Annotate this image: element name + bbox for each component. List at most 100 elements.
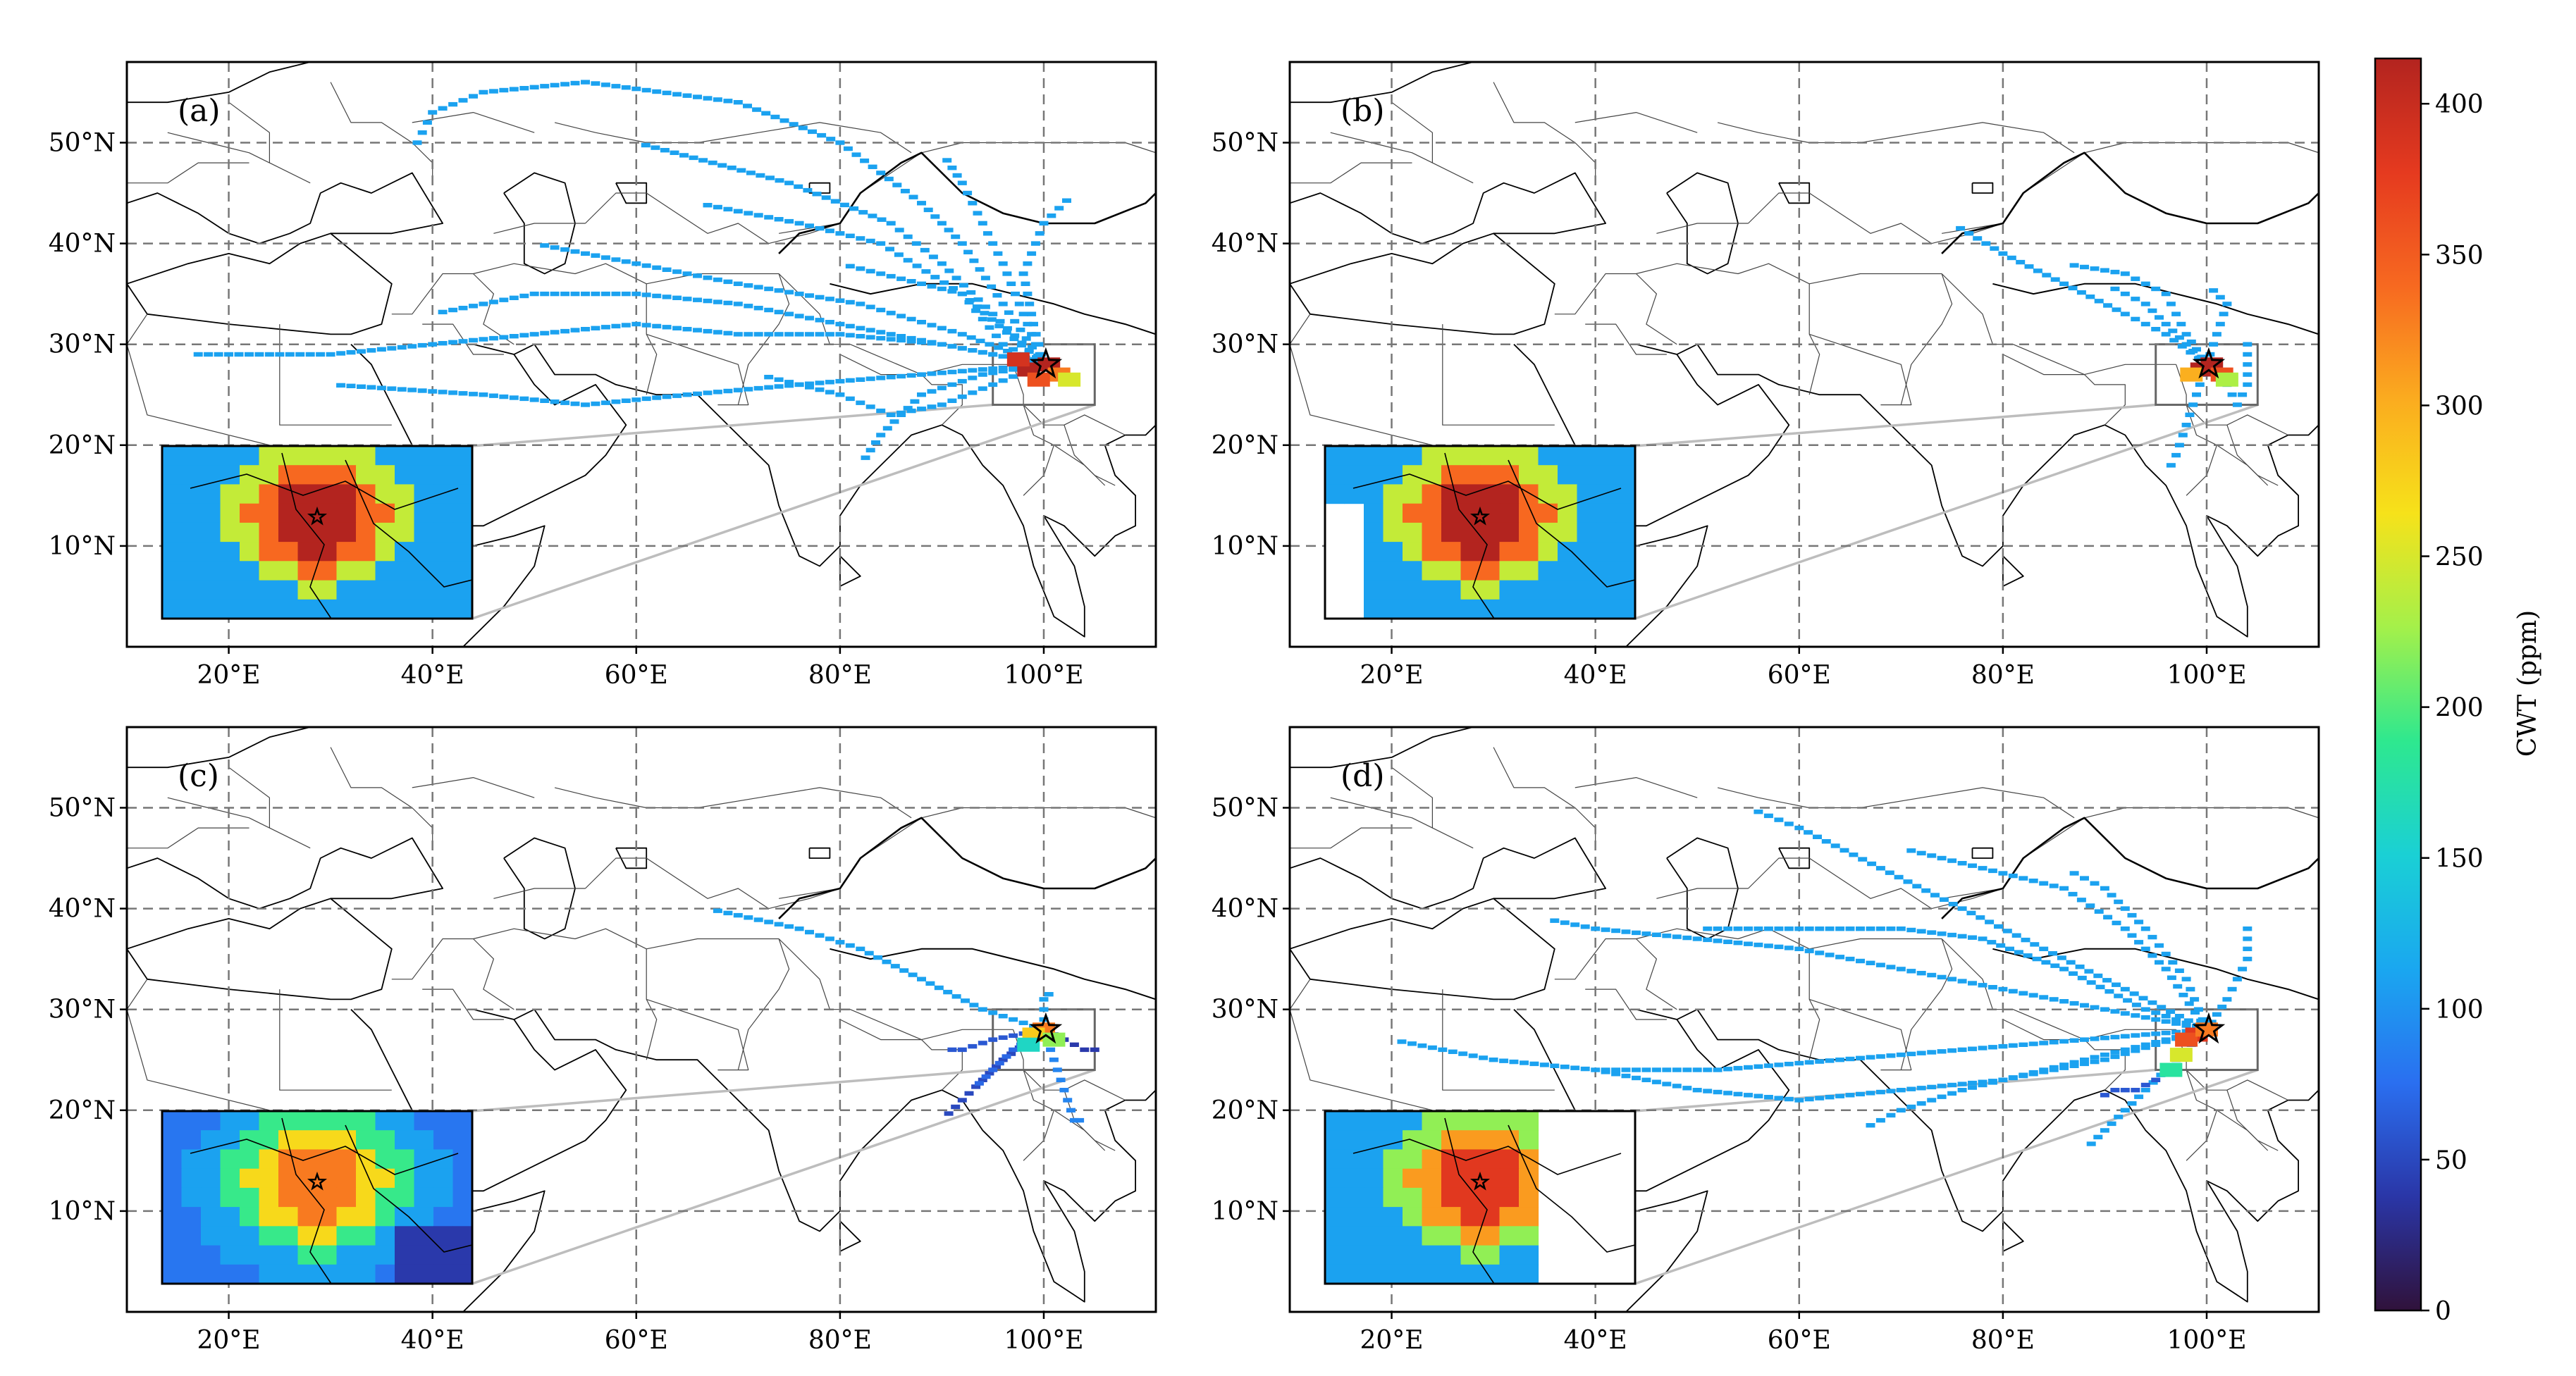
inset-cwt-cell (1364, 484, 1384, 504)
lat-tick-label: 40°N (49, 230, 116, 259)
trajectory-cell (581, 291, 590, 297)
trajectory-cell (1034, 342, 1044, 347)
trajectory-cell (2059, 999, 2069, 1004)
trajectory-cell (839, 202, 849, 208)
trajectory-cell (1894, 874, 1904, 880)
inset-cwt-cell (297, 1207, 318, 1227)
trajectory-cell (892, 182, 902, 187)
coastline (462, 1190, 546, 1312)
trajectory-cell (591, 326, 600, 330)
inset-cwt-cell (433, 561, 454, 581)
trajectory-cell (723, 300, 733, 306)
country-border (1574, 777, 1698, 798)
trajectory-cell (1866, 960, 1875, 965)
trajectory-cell (774, 384, 784, 389)
trajectory-cell (2050, 277, 2060, 282)
trajectory-cell (1921, 888, 1931, 893)
inset-cwt-cell (1364, 1111, 1384, 1131)
country-border (228, 767, 311, 849)
inset-cwt-cell (1519, 446, 1539, 466)
colorbar-tick-label: 400 (2435, 90, 2484, 119)
inset-cwt-cell (1480, 580, 1500, 600)
inset-cwt-cell (278, 561, 299, 581)
trajectory-cell (1927, 972, 1937, 978)
trajectory-cell (1947, 858, 1957, 863)
trajectory-cell (1031, 332, 1041, 337)
inset-cwt-cell (317, 1111, 338, 1131)
inset-cwt-cell (414, 1245, 434, 1265)
coastline (2002, 1220, 2024, 1252)
trajectory-cell (660, 148, 670, 153)
inset-cwt-cell (1383, 1207, 1403, 1227)
trajectory-cell (908, 972, 918, 977)
trajectory-cell (1939, 897, 1949, 902)
inset-cwt-cell (414, 1264, 434, 1284)
trajectory-cell (980, 275, 990, 280)
trajectory-cell (980, 311, 990, 316)
trajectory-cell (1703, 1067, 1713, 1072)
trajectory-cell (805, 385, 814, 390)
inset-cwt-cell (395, 1245, 415, 1265)
trajectory-cell (835, 231, 845, 236)
trajectory-cell (774, 309, 784, 315)
trajectory-cell (713, 277, 722, 283)
lat-tick-label: 10°N (49, 532, 116, 561)
trajectory-cell (968, 348, 978, 353)
inset-cwt-cell (1480, 561, 1500, 581)
trajectory-cell (2103, 915, 2113, 919)
trajectory-cell (1968, 935, 1977, 940)
trajectory-cell (2120, 271, 2130, 276)
trajectory-cell (2161, 1030, 2171, 1036)
trajectory-cell (2155, 960, 2164, 965)
trajectory-cell (2080, 264, 2089, 270)
trajectory-cell (2195, 355, 2205, 360)
inset-cwt-cell (220, 1149, 240, 1170)
trajectory-cell (2107, 893, 2116, 898)
trajectory-cell (744, 915, 753, 920)
trajectory-cell (1885, 870, 1894, 875)
china-border (778, 151, 1156, 254)
inset-cwt-cell (414, 1111, 434, 1131)
trajectory-cell (917, 337, 926, 343)
inset-cwt-cell (1441, 1187, 1462, 1208)
trajectory-cell (560, 400, 570, 405)
trajectory-cell (2114, 899, 2124, 905)
trajectory-cell (693, 94, 702, 99)
country-border (1054, 1110, 1106, 1151)
inset-border (161, 1110, 474, 1285)
trajectory-cell (896, 373, 906, 379)
trajectory-cell (903, 234, 913, 240)
trajectory-cell (927, 284, 937, 289)
trajectory-cell (1014, 302, 1024, 306)
trajectory-cell (761, 111, 771, 116)
inset-cwt-cell (1480, 522, 1500, 543)
inset-cwt-cell (452, 465, 473, 485)
inset-cwt-cell (375, 561, 395, 581)
trajectory-cell (1591, 926, 1601, 931)
trajectory-cell (1763, 943, 1773, 948)
trajectory-cell (2140, 1088, 2150, 1093)
trajectory-cell (2120, 1034, 2130, 1039)
trajectory-cell (987, 317, 997, 322)
trajectory-cell (357, 384, 366, 389)
country-border (921, 1039, 963, 1091)
inset-cwt-cell (240, 599, 260, 619)
coastline (1625, 1190, 1708, 1312)
country-border (778, 273, 1013, 376)
trajectory-cell (621, 85, 631, 90)
trajectory-cell (1994, 924, 2003, 929)
trajectory-cell (1052, 1067, 1062, 1072)
trajectory-cell (346, 349, 356, 355)
trajectory-cell (591, 253, 600, 258)
trajectory-cell (1957, 934, 1967, 939)
inset-cwt-cell (1344, 1168, 1364, 1189)
inset-cwt-cell (1538, 561, 1558, 581)
trajectory-cell (417, 342, 427, 348)
inset-cwt-cell (1596, 599, 1617, 619)
trajectory-cell (815, 387, 825, 392)
trajectory-cell (479, 337, 488, 342)
inset-cwt-cell (317, 580, 338, 600)
inset-cwt-cell (414, 561, 434, 581)
inset-cwt-cell (297, 561, 318, 581)
inset-cwt-cell (452, 446, 473, 466)
